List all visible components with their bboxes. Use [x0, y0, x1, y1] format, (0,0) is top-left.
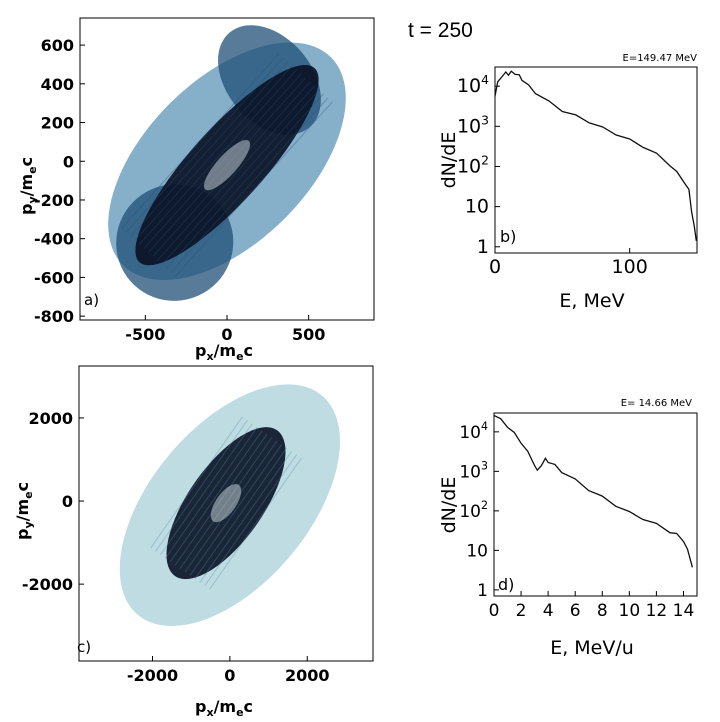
a-ytick-label: 600 [41, 36, 74, 55]
c-core-streak [169, 430, 263, 563]
a-core-streak [143, 73, 302, 249]
a-ytick-label: 400 [41, 75, 74, 94]
c-core-streak [189, 444, 283, 576]
a-ytick-label: -600 [34, 268, 74, 287]
d-xtick-label: 0 [489, 601, 500, 621]
b-xtick-label: 100 [612, 256, 648, 278]
panel-b-annotation: E=149.47 MeV [623, 53, 698, 64]
a-core-streak [156, 85, 315, 261]
panel-c-ticks: -2000 0 2000 2000 0 -2000 [22, 409, 330, 685]
a-core-streak [161, 89, 320, 265]
panel-c-label: c) [77, 638, 91, 656]
d-ytick-label: 103 [459, 459, 488, 482]
c-xtick-label: 0 [224, 666, 235, 685]
d-ytick-label: 104 [459, 420, 488, 443]
panel-a: -500 0 500 600 400 200 0 -200 -400 -600 -800 a) px… [17, 17, 375, 363]
d-ytick-label: 10 [466, 541, 488, 561]
c-core-streak [155, 420, 248, 552]
d-xtick-label: 10 [619, 601, 641, 621]
d-ytick-label: 102 [459, 499, 488, 522]
b-ytick-label: 10 [465, 196, 489, 218]
panel-c: -2000 0 2000 2000 0 -2000 c) px/mec py/mec [13, 365, 374, 719]
panel-d-label: d) [498, 575, 514, 594]
a-ytick-label: 0 [63, 152, 74, 171]
a-region-core [135, 64, 319, 266]
a-ytick-label: -800 [34, 307, 74, 326]
a-core-streak [174, 101, 333, 277]
c-core-streak [204, 454, 297, 587]
a-core-streak [165, 93, 324, 269]
b-ytick-label: 104 [457, 73, 489, 97]
b-xtick-label: 0 [489, 256, 501, 278]
c-core-streak [164, 426, 258, 559]
panel-c-ylabel: py/mec [13, 482, 35, 540]
panel-d-frame [493, 412, 698, 597]
panel-c-xlabel: px/mec [195, 697, 253, 719]
d-xtick-label: 6 [570, 601, 581, 621]
b-ytick-label: 103 [457, 113, 489, 137]
c-core-highlight [210, 484, 242, 523]
panel-a-label: a) [84, 291, 99, 309]
panel-a-ylabel: py/mec [17, 157, 39, 215]
panel-c-distribution [119, 384, 340, 627]
d-xtick-label: 14 [673, 601, 695, 621]
panel-a-xlabel: px/mec [195, 341, 253, 363]
a-xtick-label: 500 [292, 325, 325, 344]
c-ytick-label: -2000 [22, 575, 73, 594]
a-xtick-label: -500 [125, 325, 165, 344]
d-xtick-label: 12 [646, 601, 668, 621]
a-core-streak [139, 69, 298, 245]
b-ytick-label: 102 [457, 153, 489, 177]
panel-a-ticks: -500 0 500 600 400 200 0 -200 -400 -600 -800 [34, 36, 325, 344]
c-xtick-label: -2000 [127, 666, 178, 685]
b-ytick-label: 1 [477, 236, 489, 258]
a-ytick-label: -400 [34, 230, 74, 249]
c-core-streak [194, 447, 288, 580]
c-core-streak [160, 423, 253, 556]
c-core-streak [199, 450, 292, 583]
panel-d-series-line [493, 414, 694, 568]
panel-b-frame [494, 66, 698, 254]
c-core-streak [179, 437, 273, 569]
d-xtick-label: 8 [597, 601, 608, 621]
panel-a-distribution [108, 25, 346, 301]
panel-b-label: b) [500, 227, 516, 246]
d-ytick-label: 1 [477, 581, 488, 601]
d-xtick-label: 4 [543, 601, 554, 621]
c-core-streak [184, 440, 278, 573]
panel-b-series-line [494, 70, 697, 241]
c-core-streak [174, 433, 268, 566]
c-xtick-label: 2000 [285, 666, 330, 685]
a-core-streak [152, 81, 311, 257]
a-core-streak [134, 65, 293, 241]
c-core-streak [209, 457, 302, 590]
panel-b-ylabel: dN/dE [438, 132, 460, 189]
a-core-streak [130, 61, 289, 237]
a-core-highlight [203, 139, 251, 191]
a-ytick-label: 200 [41, 114, 74, 133]
c-region-core [166, 427, 286, 580]
c-core-streak [150, 416, 243, 549]
a-core-streak [125, 57, 284, 233]
page-title: t = 250 [408, 19, 473, 42]
a-xtick-label: 0 [221, 325, 232, 344]
a-ytick-label: -200 [34, 191, 74, 210]
panel-d-annotation: E= 14.66 MeV [621, 398, 692, 409]
c-ytick-label: 2000 [28, 409, 73, 428]
d-xtick-label: 2 [516, 601, 527, 621]
a-core-streak [147, 77, 307, 253]
c-ytick-label: 0 [62, 492, 73, 511]
panel-d-ylabel: dN/dE [438, 477, 460, 534]
panel-b-xlabel: E, MeV [559, 290, 624, 312]
panel-d-xlabel: E, MeV/u [550, 637, 634, 659]
a-core-streak [121, 53, 280, 229]
a-core-streak [170, 97, 329, 273]
